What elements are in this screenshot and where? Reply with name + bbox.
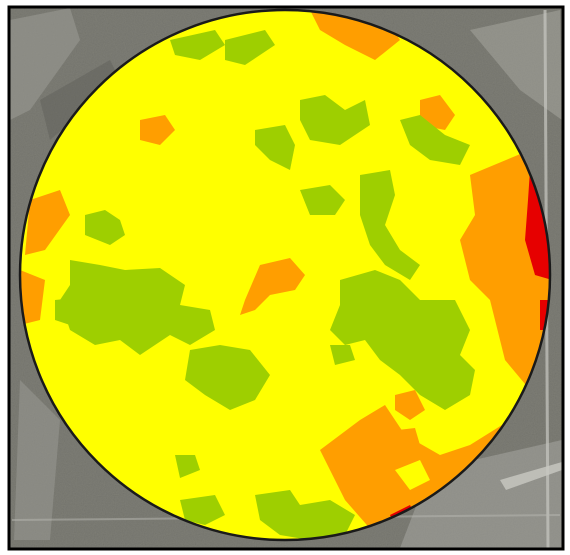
- zone-above-average: [55, 30, 475, 540]
- field-boundary: [18, 8, 552, 542]
- map-border: [7, 5, 565, 551]
- zone-average-islands: [395, 460, 430, 490]
